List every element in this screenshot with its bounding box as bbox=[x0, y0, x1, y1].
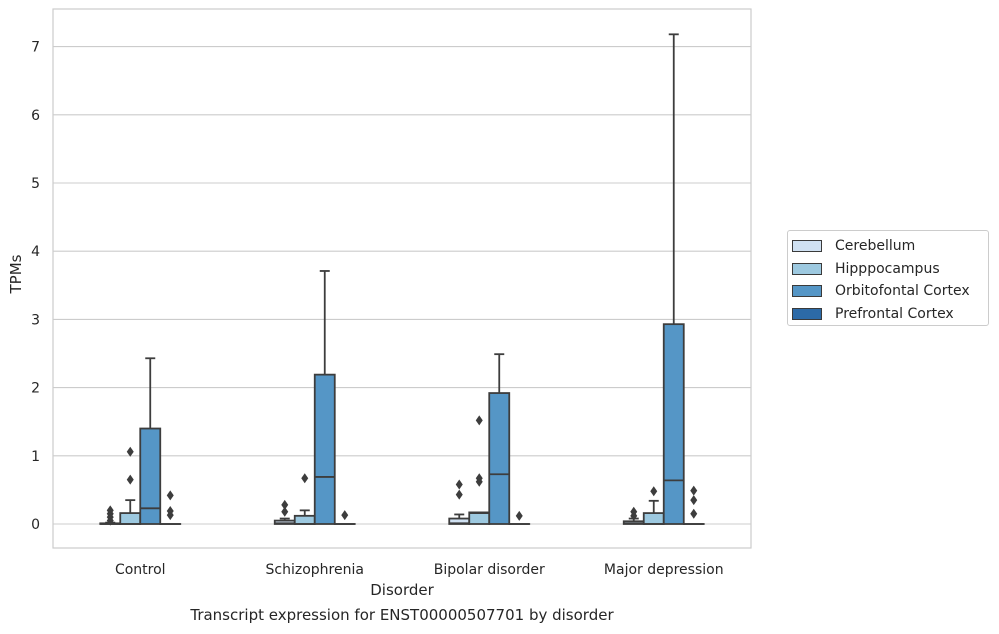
box-iqr bbox=[642, 512, 665, 525]
box-iqr bbox=[119, 512, 142, 525]
outlier-point bbox=[690, 508, 698, 519]
legend-item: Orbitofontal Cortex bbox=[792, 280, 988, 303]
outlier-point bbox=[475, 473, 483, 484]
y-tick-label: 1 bbox=[31, 449, 40, 465]
outlier-point bbox=[106, 505, 114, 516]
y-tick-label: 7 bbox=[31, 40, 40, 56]
y-tick-label: 2 bbox=[31, 381, 40, 397]
legend-label: Cerebellum bbox=[835, 238, 916, 255]
x-tick-label: Major depression bbox=[604, 562, 724, 578]
box-iqr bbox=[662, 323, 685, 525]
x-tick-label: Bipolar disorder bbox=[434, 562, 545, 578]
legend-swatch bbox=[792, 240, 822, 253]
outlier-point bbox=[690, 485, 698, 496]
outlier-point bbox=[301, 473, 309, 484]
outlier-point bbox=[166, 506, 174, 517]
grid-lines bbox=[53, 46, 751, 525]
outlier-point bbox=[455, 479, 463, 490]
x-tick-label: Schizophrenia bbox=[266, 562, 364, 578]
box-iqr bbox=[139, 427, 162, 525]
outlier-point bbox=[690, 495, 698, 506]
outlier-point bbox=[281, 506, 289, 517]
y-tick-label: 6 bbox=[31, 108, 40, 124]
outlier-point bbox=[475, 415, 483, 426]
legend-label: Hipppocampus bbox=[835, 260, 940, 277]
y-axis-label: TPMs bbox=[7, 254, 25, 294]
legend-swatch bbox=[792, 285, 822, 298]
box-3-3 bbox=[682, 485, 705, 525]
figure-caption: Transcript expression for ENST0000050770… bbox=[190, 606, 614, 624]
box-2-3 bbox=[508, 510, 531, 525]
box-iqr bbox=[313, 373, 336, 525]
legend-item: Cerebellum bbox=[792, 235, 988, 258]
box-1-2 bbox=[313, 270, 336, 525]
x-axis-label: Disorder bbox=[370, 581, 434, 599]
box-iqr bbox=[293, 514, 316, 525]
legend-item: Prefrontal Cortex bbox=[792, 303, 988, 326]
y-tick-label: 0 bbox=[31, 517, 40, 533]
y-tick-label: 5 bbox=[31, 176, 40, 192]
box-iqr bbox=[488, 392, 511, 525]
x-tick-label: Control bbox=[115, 562, 166, 578]
legend-item: Hipppocampus bbox=[792, 258, 988, 281]
outlier-point bbox=[126, 474, 134, 485]
y-axis-ticks: 0 1 2 3 4 5 6 7 bbox=[31, 40, 40, 533]
plot-area-frame bbox=[52, 8, 752, 549]
box-iqr bbox=[468, 511, 491, 525]
legend-label: Prefrontal Cortex bbox=[835, 305, 954, 322]
outlier-point bbox=[341, 510, 349, 521]
box-3-2 bbox=[662, 33, 685, 525]
outlier-point bbox=[126, 446, 134, 457]
box-3-0 bbox=[622, 506, 645, 525]
box-0-1 bbox=[119, 446, 142, 525]
box-1-3 bbox=[333, 510, 356, 525]
box-2-0 bbox=[448, 479, 471, 525]
outlier-point bbox=[650, 486, 658, 497]
outlier-point bbox=[166, 490, 174, 501]
box-2-2 bbox=[488, 353, 511, 525]
outlier-point bbox=[281, 499, 289, 510]
box-1-0 bbox=[273, 499, 296, 525]
box-plot-series bbox=[99, 33, 705, 526]
outlier-point bbox=[515, 510, 523, 521]
box-2-1 bbox=[468, 415, 491, 525]
outlier-point bbox=[630, 506, 638, 517]
box-0-0 bbox=[99, 505, 122, 526]
legend-swatch bbox=[792, 307, 822, 320]
box-1-1 bbox=[293, 473, 316, 525]
outlier-point bbox=[455, 489, 463, 500]
y-tick-label: 4 bbox=[31, 244, 40, 260]
legend: Cerebellum Hipppocampus Orbitofontal Corte… bbox=[787, 230, 989, 326]
x-axis-ticks: Control Schizophrenia Bipolar disorder Majo… bbox=[115, 562, 724, 578]
box-0-2 bbox=[139, 357, 162, 525]
box-3-1 bbox=[642, 486, 665, 525]
legend-label: Orbitofontal Cortex bbox=[835, 283, 970, 300]
box-0-3 bbox=[159, 490, 182, 525]
y-tick-label: 3 bbox=[31, 312, 40, 328]
legend-swatch bbox=[792, 262, 822, 275]
